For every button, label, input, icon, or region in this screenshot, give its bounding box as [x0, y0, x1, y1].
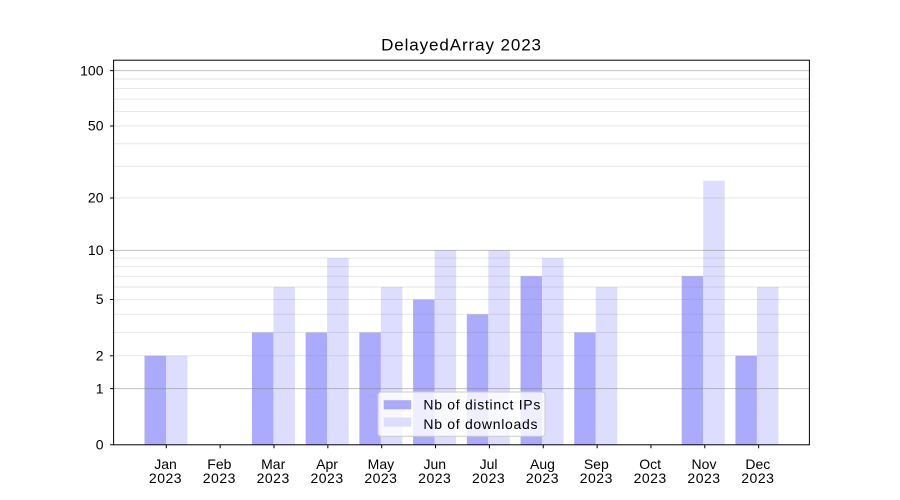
svg-text:50: 50	[88, 118, 104, 134]
svg-text:5: 5	[96, 291, 104, 307]
svg-text:2023: 2023	[580, 470, 613, 486]
svg-text:Apr: Apr	[316, 456, 338, 472]
svg-text:2023: 2023	[687, 470, 720, 486]
svg-text:2023: 2023	[203, 470, 236, 486]
svg-text:Jun: Jun	[423, 456, 446, 472]
svg-text:0: 0	[96, 437, 104, 453]
svg-text:DelayedArray 2023: DelayedArray 2023	[381, 36, 542, 55]
svg-text:10: 10	[88, 242, 104, 258]
svg-text:May: May	[368, 456, 394, 472]
svg-text:100: 100	[80, 62, 104, 78]
svg-text:2023: 2023	[634, 470, 667, 486]
svg-text:2023: 2023	[741, 470, 774, 486]
svg-text:Sep: Sep	[584, 456, 609, 472]
svg-text:2023: 2023	[526, 470, 559, 486]
svg-text:2023: 2023	[257, 470, 290, 486]
svg-text:Jan: Jan	[154, 456, 177, 472]
svg-text:Nov: Nov	[692, 456, 717, 472]
svg-text:Nb of distinct IPs: Nb of distinct IPs	[423, 397, 541, 413]
svg-text:Dec: Dec	[745, 456, 770, 472]
svg-text:Oct: Oct	[639, 456, 661, 472]
svg-text:2: 2	[96, 347, 104, 363]
svg-text:Nb of downloads: Nb of downloads	[423, 416, 538, 432]
svg-text:1: 1	[96, 380, 104, 396]
svg-text:Feb: Feb	[207, 456, 231, 472]
svg-text:Mar: Mar	[261, 456, 285, 472]
svg-text:20: 20	[88, 190, 104, 206]
svg-text:2023: 2023	[149, 470, 182, 486]
svg-text:2023: 2023	[310, 470, 343, 486]
svg-text:2023: 2023	[472, 470, 505, 486]
svg-text:2023: 2023	[364, 470, 397, 486]
svg-text:Jul: Jul	[480, 456, 498, 472]
svg-text:2023: 2023	[418, 470, 451, 486]
svg-text:Aug: Aug	[530, 456, 555, 472]
